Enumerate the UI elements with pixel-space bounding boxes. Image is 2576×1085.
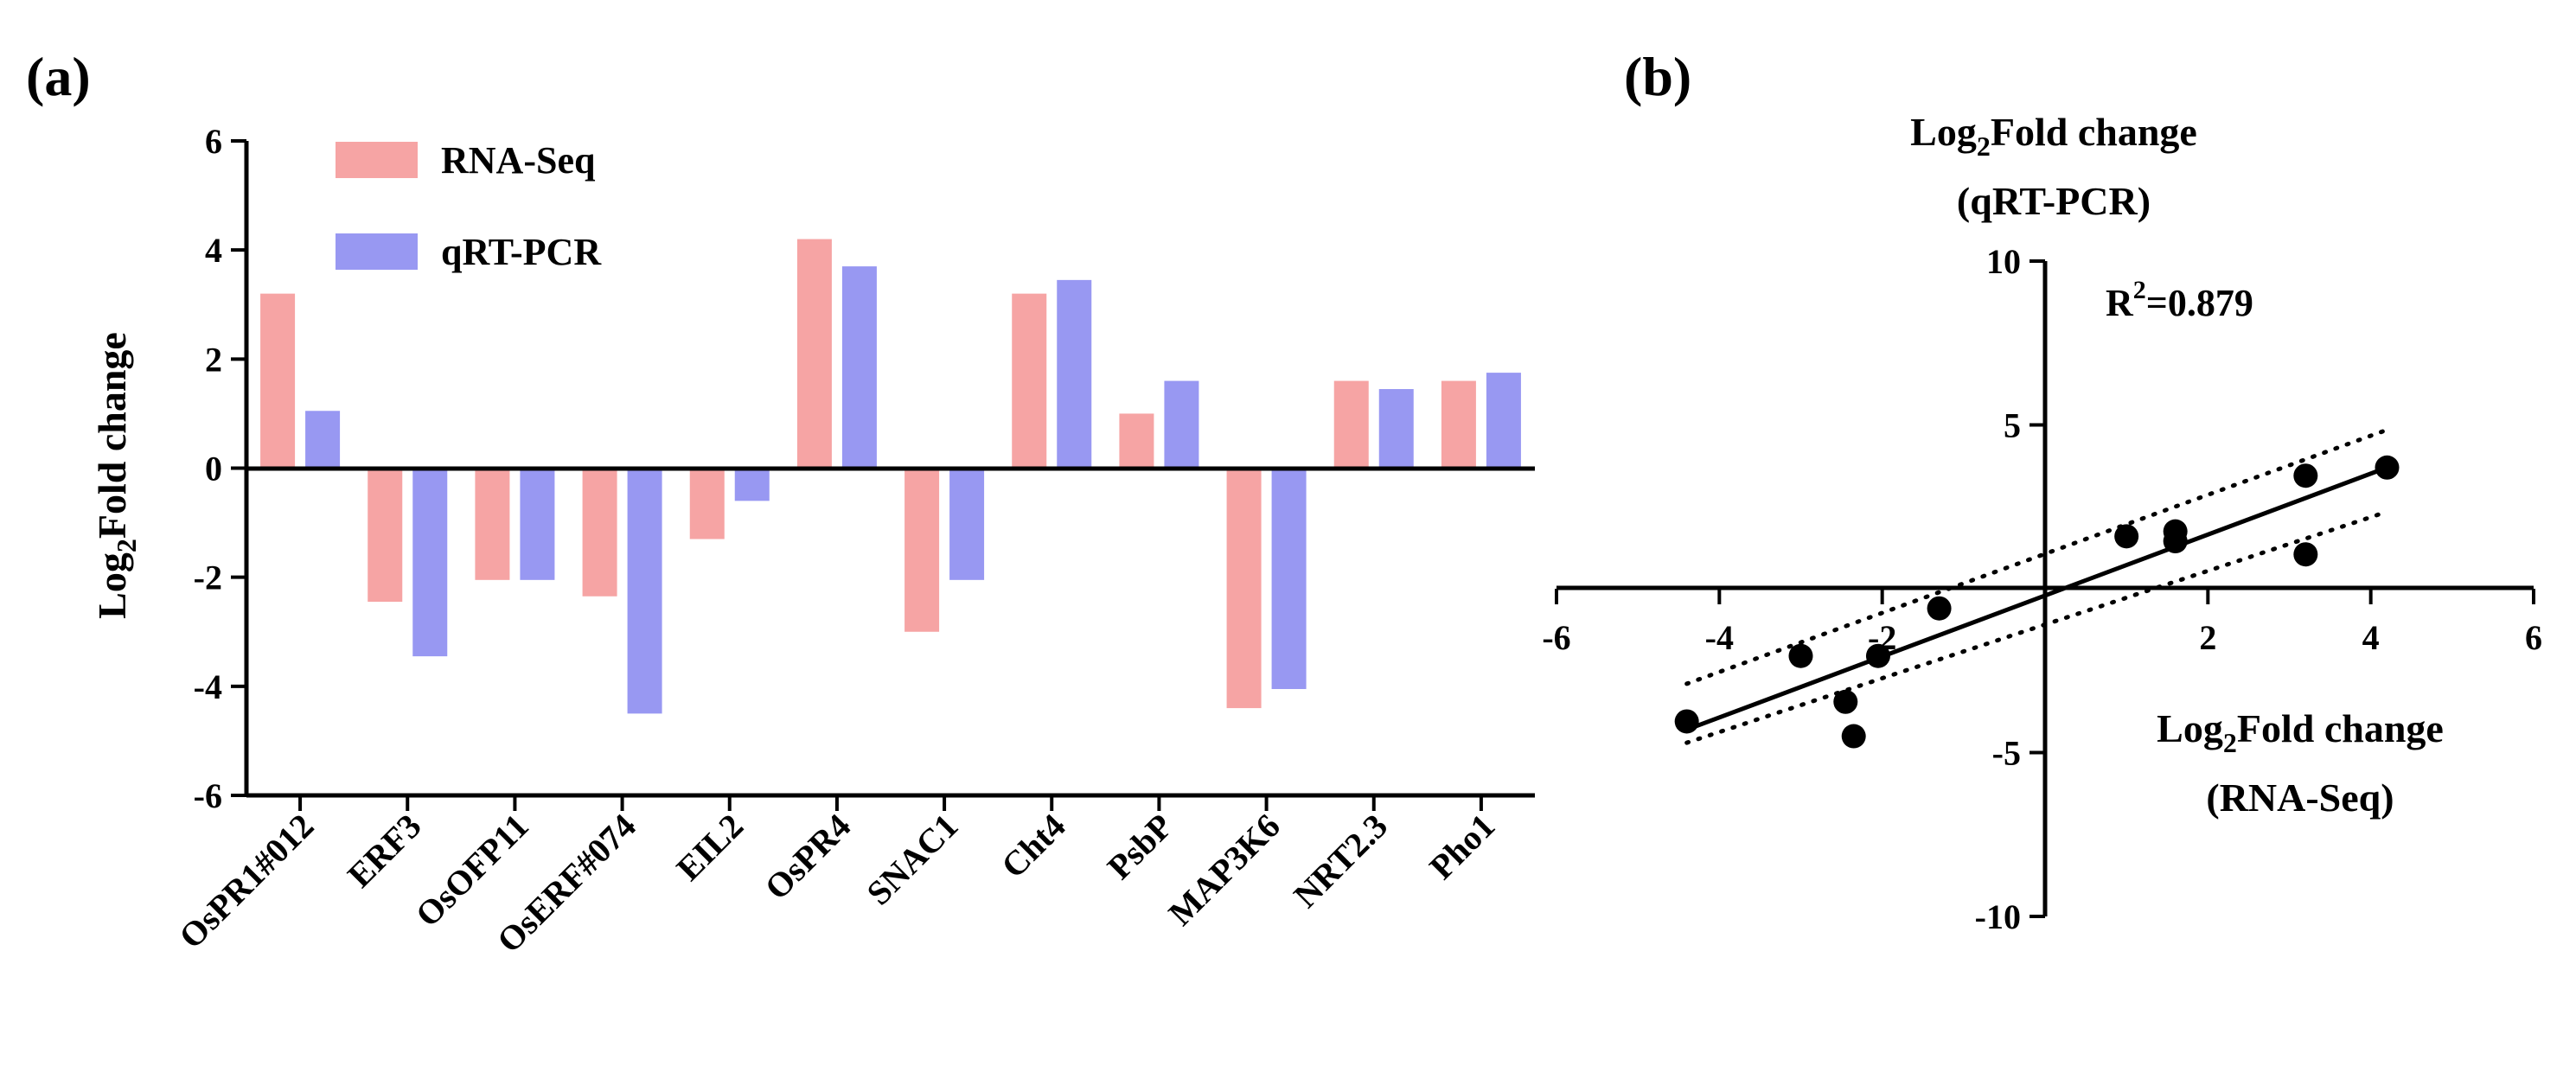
bar-rna-seq-cht4 [1012,293,1047,469]
y-tick-label: 4 [205,231,222,270]
category-label: NRT2.3 [1286,807,1395,916]
panel-b-x-axis-title-line1: Log2Fold change [2157,706,2444,758]
x-tick-label: -4 [1705,618,1734,657]
category-label: EIL2 [668,807,751,889]
scatter-point [1927,596,1952,621]
panel-b-y-axis-title-line1: Log2Fold change [1910,110,2197,162]
scatter-point [2293,542,2318,567]
scatter-point [1833,689,1858,714]
panel-a: (a) Log2Fold change 6 4 2 0 -2 -4 -6 OsPR1#012… [26,46,1535,961]
bar-rna-seq-nrt2-3 [1333,380,1369,469]
panel-a-bars [260,239,1521,714]
y-tick-label: 10 [1986,242,2021,281]
panel-b-x-ticks: -6 -4 -2 2 4 6 [1542,589,2542,657]
scatter-point [1788,643,1813,668]
scatter-point [2375,455,2400,480]
y-tick-label: -10 [1975,897,2021,936]
bar-rna-seq-snac1 [904,468,940,632]
scatter-point [2293,463,2318,488]
bar-qrt-pcr-map3k6 [1271,468,1307,689]
legend-label-qrt-pcr: qRT-PCR [441,231,602,273]
bar-rna-seq-erf3 [368,468,403,603]
y-tick-label: 6 [205,122,222,161]
category-label: OsPR4 [757,807,859,908]
bar-qrt-pcr-erf3 [412,468,448,657]
ci-upper-line [1684,427,2389,686]
category-label: OsPR1#012 [171,807,321,956]
category-label: PsbP [1100,807,1180,887]
scatter-point [2114,524,2139,549]
bar-rna-seq-ospr1-012 [260,293,296,469]
panel-b-fit [1685,465,2388,732]
legend-swatch-qrt-pcr [336,233,418,270]
y-tick-label: -2 [194,558,222,597]
x-tick-label: 4 [2362,618,2380,657]
panel-a-y-ticks: 6 4 2 0 -2 -4 -6 [194,122,246,815]
x-tick-label: 6 [2525,618,2542,657]
bar-qrt-pcr-eil2 [734,468,770,501]
bar-qrt-pcr-pho1 [1486,373,1521,469]
x-tick-label: 2 [2199,618,2216,657]
bar-qrt-pcr-cht4 [1057,279,1092,469]
category-label: Cht4 [994,807,1073,886]
category-label: MAP3K6 [1160,807,1288,934]
bar-qrt-pcr-ospr4 [841,266,877,469]
bar-rna-seq-ospr4 [796,239,832,469]
bar-rna-seq-psbp [1119,413,1154,469]
bar-rna-seq-map3k6 [1226,468,1262,709]
panel-b-confidence-bands [1684,427,2389,745]
bar-rna-seq-oserf-074 [582,468,617,597]
bar-rna-seq-osofp11 [475,468,510,580]
y-tick-label: -6 [194,776,222,815]
panel-a-legend: RNA-Seq qRT-PCR [336,139,602,273]
bar-qrt-pcr-nrt2-3 [1378,389,1414,469]
y-tick-label: 0 [205,450,222,488]
panel-b-y-ticks: 10 5 -5 -10 [1975,242,2045,936]
scatter-point [2163,519,2188,544]
ci-lower-line [1684,509,2389,745]
scatter-point [1674,709,1699,734]
legend-swatch-rna-seq [336,142,418,178]
y-tick-label: -5 [1992,734,2021,773]
bar-rna-seq-pho1 [1441,380,1476,469]
bar-qrt-pcr-ospr1-012 [305,411,341,469]
bar-qrt-pcr-psbp [1164,380,1199,469]
scatter-point [1865,643,1890,668]
y-tick-label: -4 [194,667,222,706]
panel-b-label: (b) [1624,46,1691,107]
panel-b-y-axis-title-line2: (qRT-PCR) [1957,179,2151,223]
x-tick-label: -6 [1542,618,1570,657]
y-tick-label: 2 [205,340,222,379]
bar-qrt-pcr-oserf-074 [627,468,662,714]
panel-b-points [1674,455,2400,749]
scatter-point [1841,724,1866,749]
category-label: ERF3 [340,807,429,896]
panel-a-y-axis-label: Log2Fold change [90,332,142,619]
y-tick-label: 5 [2004,406,2021,445]
panel-b: (b) Log2Fold change (qRT-PCR) R2=0.879 -… [1542,46,2542,936]
bar-qrt-pcr-osofp11 [520,468,555,580]
panel-a-label: (a) [26,46,91,107]
category-label: SNAC1 [859,807,965,913]
category-label: Pho1 [1422,807,1502,887]
bar-rna-seq-eil2 [689,468,725,539]
panel-b-r-squared: R2=0.879 [2106,276,2253,324]
regression-line [1685,465,2388,732]
panel-b-x-axis-title-line2: (RNA-Seq) [2206,775,2394,820]
bar-qrt-pcr-snac1 [949,468,985,580]
legend-label-rna-seq: RNA-Seq [441,139,596,182]
